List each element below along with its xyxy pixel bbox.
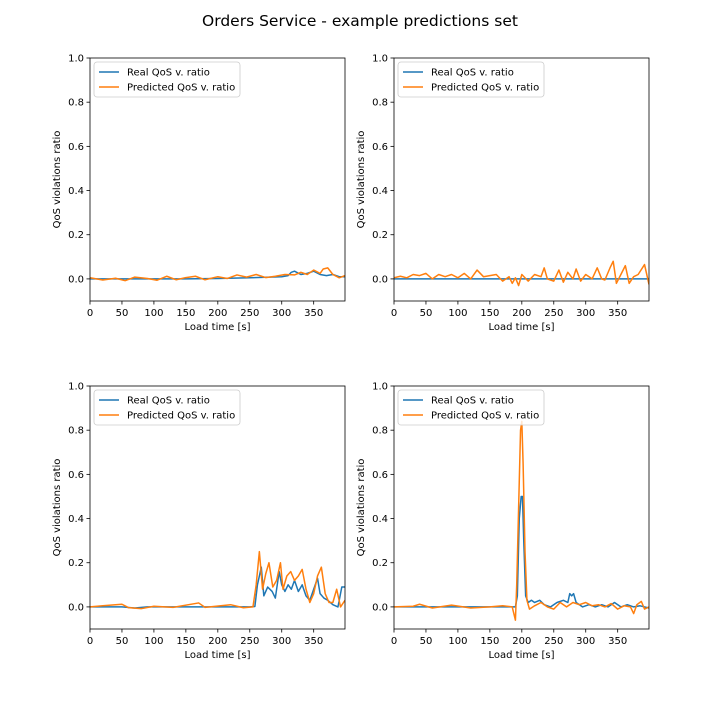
x-tick-label: 0 — [87, 308, 93, 319]
y-tick-label: 0.0 — [372, 274, 388, 285]
predicted-series-line — [90, 267, 345, 282]
x-tick-label: 250 — [240, 636, 259, 647]
x-axis-label: Load time [s] — [489, 650, 555, 661]
legend: Real QoS v. ratio Predicted QoS v. ratio — [93, 389, 241, 426]
x-axis-label: Load time [s] — [489, 322, 555, 333]
legend: Real QoS v. ratio Predicted QoS v. ratio — [397, 61, 545, 98]
y-tick-label: 1.0 — [372, 382, 388, 393]
y-tick-label: 0.8 — [372, 426, 388, 437]
subplot-4: 0 50 100 150 200 250 300 350 0.0 0.2 0.4 0.6 0.8 1.0 L… — [356, 382, 650, 661]
y-tick-label: 0.6 — [68, 142, 84, 153]
x-tick-label: 200 — [512, 636, 531, 647]
figure-title: Orders Service - example predictions set — [202, 12, 518, 30]
y-tick-label: 0.4 — [372, 514, 388, 525]
y-axis-label: QoS violations ratio — [52, 459, 63, 557]
legend-entry-label: Predicted QoS v. ratio — [127, 83, 235, 94]
x-tick-label: 200 — [208, 636, 227, 647]
y-tick-label: 1.0 — [68, 382, 84, 393]
x-tick-label: 50 — [420, 308, 433, 319]
y-tick-label: 0.0 — [68, 602, 84, 613]
y-tick-label: 0.4 — [68, 186, 84, 197]
legend-entry-label: Predicted QoS v. ratio — [127, 411, 235, 422]
legend-entry-label: Predicted QoS v. ratio — [431, 411, 539, 422]
legend: Real QoS v. ratio Predicted QoS v. ratio — [93, 61, 241, 98]
x-tick-label: 50 — [116, 636, 129, 647]
x-tick-label: 150 — [176, 308, 195, 319]
subplot-1: 0 50 100 150 200 250 300 350 0.0 0.2 0.4 0.6 0.8 1.0 L… — [52, 54, 346, 333]
x-tick-label: 300 — [576, 636, 595, 647]
predicted-series-line — [394, 420, 649, 621]
x-tick-label: 150 — [480, 308, 499, 319]
subplot-3: 0 50 100 150 200 250 300 350 0.0 0.2 0.4 0.6 0.8 1.0 L… — [52, 382, 346, 661]
y-tick-label: 0.2 — [372, 558, 388, 569]
y-tick-label: 0.8 — [68, 98, 84, 109]
y-tick-label: 1.0 — [68, 54, 84, 65]
x-tick-label: 250 — [240, 308, 259, 319]
y-tick-label: 0.4 — [372, 186, 388, 197]
y-axis-label: QoS violations ratio — [52, 131, 63, 229]
x-tick-label: 100 — [448, 308, 467, 319]
x-tick-label: 300 — [272, 636, 291, 647]
x-tick-label: 150 — [176, 636, 195, 647]
x-tick-label: 300 — [576, 308, 595, 319]
real-series-line — [394, 495, 649, 609]
y-axis-label: QoS violations ratio — [356, 131, 367, 229]
y-tick-label: 0.6 — [372, 470, 388, 481]
legend-box — [397, 389, 545, 426]
legend: Real QoS v. ratio Predicted QoS v. ratio — [397, 389, 545, 426]
y-tick-label: 0.8 — [372, 98, 388, 109]
x-tick-label: 50 — [420, 636, 433, 647]
y-tick-label: 0.2 — [68, 558, 84, 569]
x-axis-label: Load time [s] — [185, 322, 251, 333]
y-tick-label: 0.8 — [68, 426, 84, 437]
x-tick-label: 200 — [208, 308, 227, 319]
x-tick-label: 350 — [304, 308, 323, 319]
x-tick-label: 100 — [448, 636, 467, 647]
x-tick-label: 50 — [116, 308, 129, 319]
y-tick-label: 0.4 — [68, 514, 84, 525]
legend-entry-label: Real QoS v. ratio — [431, 396, 514, 407]
x-tick-label: 350 — [608, 308, 627, 319]
y-axis-label: QoS violations ratio — [356, 459, 367, 557]
legend-entry-label: Real QoS v. ratio — [127, 68, 210, 79]
x-tick-label: 0 — [391, 636, 397, 647]
subplot-2: 0 50 100 150 200 250 300 350 0.0 0.2 0.4 0.6 0.8 1.0 L… — [356, 54, 650, 333]
predicted-series-line — [90, 550, 345, 610]
x-tick-label: 350 — [304, 636, 323, 647]
subplot-grid: 0 50 100 150 200 250 300 350 0.0 0.2 0.4 0.6 0.8 1.0 L… — [52, 54, 650, 661]
legend-box — [93, 389, 241, 426]
x-tick-label: 0 — [87, 636, 93, 647]
x-tick-label: 250 — [544, 308, 563, 319]
x-tick-label: 300 — [272, 308, 291, 319]
y-tick-label: 0.0 — [68, 274, 84, 285]
legend-entry-label: Real QoS v. ratio — [431, 68, 514, 79]
y-tick-label: 0.0 — [372, 602, 388, 613]
x-tick-label: 100 — [144, 636, 163, 647]
x-tick-label: 0 — [391, 308, 397, 319]
x-tick-label: 100 — [144, 308, 163, 319]
legend-entry-label: Real QoS v. ratio — [127, 396, 210, 407]
x-axis-label: Load time [s] — [185, 650, 251, 661]
legend-entry-label: Predicted QoS v. ratio — [431, 83, 539, 94]
x-tick-label: 150 — [480, 636, 499, 647]
y-tick-label: 0.6 — [372, 142, 388, 153]
y-tick-label: 0.2 — [68, 230, 84, 241]
predicted-series-line — [394, 260, 649, 287]
legend-box — [93, 61, 241, 98]
x-tick-label: 200 — [512, 308, 531, 319]
x-tick-label: 250 — [544, 636, 563, 647]
legend-box — [397, 61, 545, 98]
y-tick-label: 1.0 — [372, 54, 388, 65]
x-tick-label: 350 — [608, 636, 627, 647]
y-tick-label: 0.2 — [372, 230, 388, 241]
y-tick-label: 0.6 — [68, 470, 84, 481]
